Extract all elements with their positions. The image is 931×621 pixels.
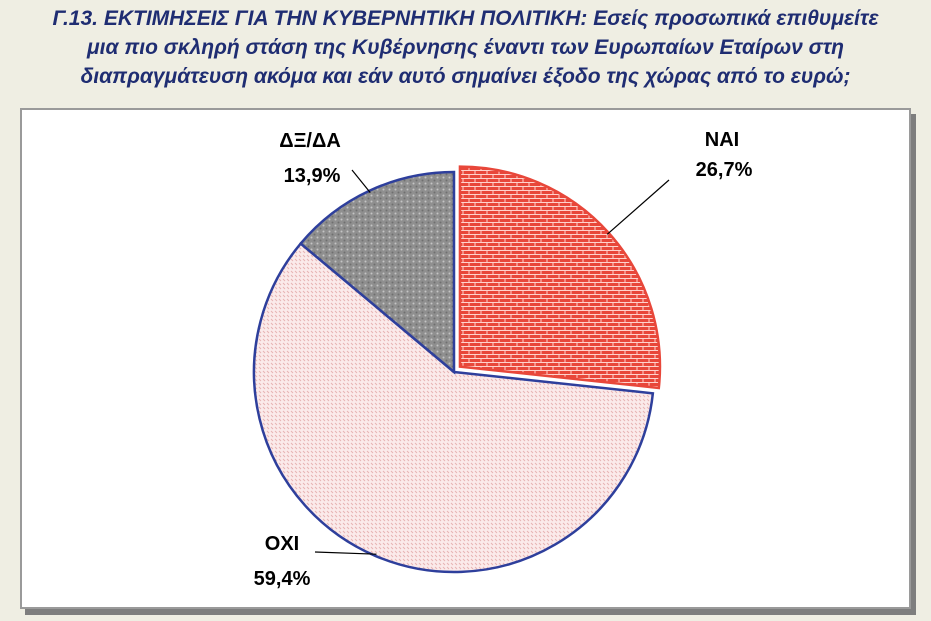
pie-chart: ΝΑΙ 26,7% ΟΧΙ 59,4% ΔΞ/ΔΑ 13,9% xyxy=(252,129,753,590)
pie-slice-οχι xyxy=(252,241,655,574)
slice-value-οχι: 59,4% xyxy=(254,568,311,590)
slice-label-οχι: ΟΧΙ xyxy=(265,533,299,555)
slice-label-ναι: ΝΑΙ xyxy=(705,129,739,151)
pie-slice-ναι xyxy=(458,165,662,390)
title-line-2: μια πιο σκληρή στάση της Κυβέρνησης έναν… xyxy=(86,36,844,59)
leader-line-δξ-δα xyxy=(351,169,371,193)
chart-panel: ΝΑΙ 26,7% ΟΧΙ 59,4% ΔΞ/ΔΑ 13,9% xyxy=(20,108,911,609)
chart-title: Γ.13. ΕΚΤΙΜΗΣΕΙΣ ΓΙΑ ΤΗΝ ΚΥΒΕΡΝΗΤΙΚΗ ΠΟΛ… xyxy=(8,4,923,91)
slice-value-ναι: 26,7% xyxy=(696,159,753,181)
leader-line-ναι xyxy=(606,179,670,235)
leader-line-οχι xyxy=(314,551,377,555)
slice-label-δξ-δα: ΔΞ/ΔΑ xyxy=(279,130,341,152)
slice-value-δξ-δα: 13,9% xyxy=(284,165,341,187)
title-line-1: Γ.13. ΕΚΤΙΜΗΣΕΙΣ ΓΙΑ ΤΗΝ ΚΥΒΕΡΝΗΤΙΚΗ ΠΟΛ… xyxy=(52,7,879,30)
title-line-3: διαπραγμάτευση ακόμα και εάν αυτό σημαίν… xyxy=(80,65,851,88)
